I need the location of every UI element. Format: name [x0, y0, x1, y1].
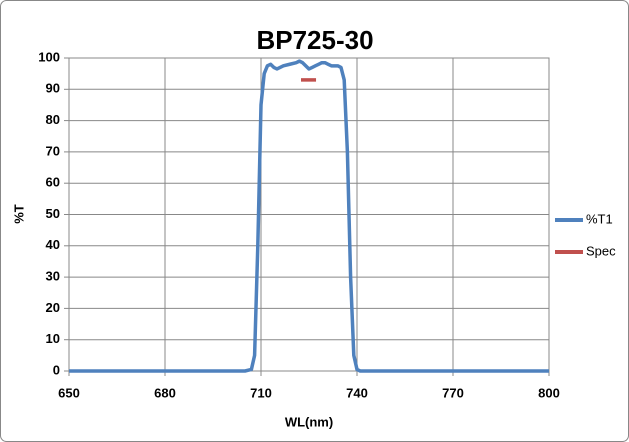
y-tick-label: 20: [46, 300, 60, 315]
chart-title: BP725-30: [256, 25, 373, 55]
y-tick-label: 40: [46, 237, 60, 252]
y-tick-label: 80: [46, 112, 60, 127]
y-tick-label: 90: [46, 81, 60, 96]
y-tick-label: 100: [38, 49, 60, 64]
y-tick-label: 70: [46, 143, 60, 158]
y-tick-label: 30: [46, 269, 60, 284]
x-tick-label: 740: [346, 385, 368, 400]
x-axis-label: WL(nm): [285, 414, 333, 429]
y-tick-label: 60: [46, 175, 60, 190]
y-tick-label: 50: [46, 206, 60, 221]
x-tick-label: 680: [154, 385, 176, 400]
data-line: [69, 59, 549, 373]
y-axis-label: %T: [11, 204, 26, 224]
legend-label: Spec: [586, 243, 616, 258]
x-tick-label: 650: [58, 385, 80, 400]
plot-area: [68, 57, 550, 372]
y-tick-label: 0: [53, 362, 60, 377]
x-tick-label: 800: [538, 385, 560, 400]
x-tick-label: 710: [250, 385, 272, 400]
x-tick-label: 770: [442, 385, 464, 400]
y-tick-label: 10: [46, 331, 60, 346]
legend-label: %T1: [586, 211, 613, 226]
